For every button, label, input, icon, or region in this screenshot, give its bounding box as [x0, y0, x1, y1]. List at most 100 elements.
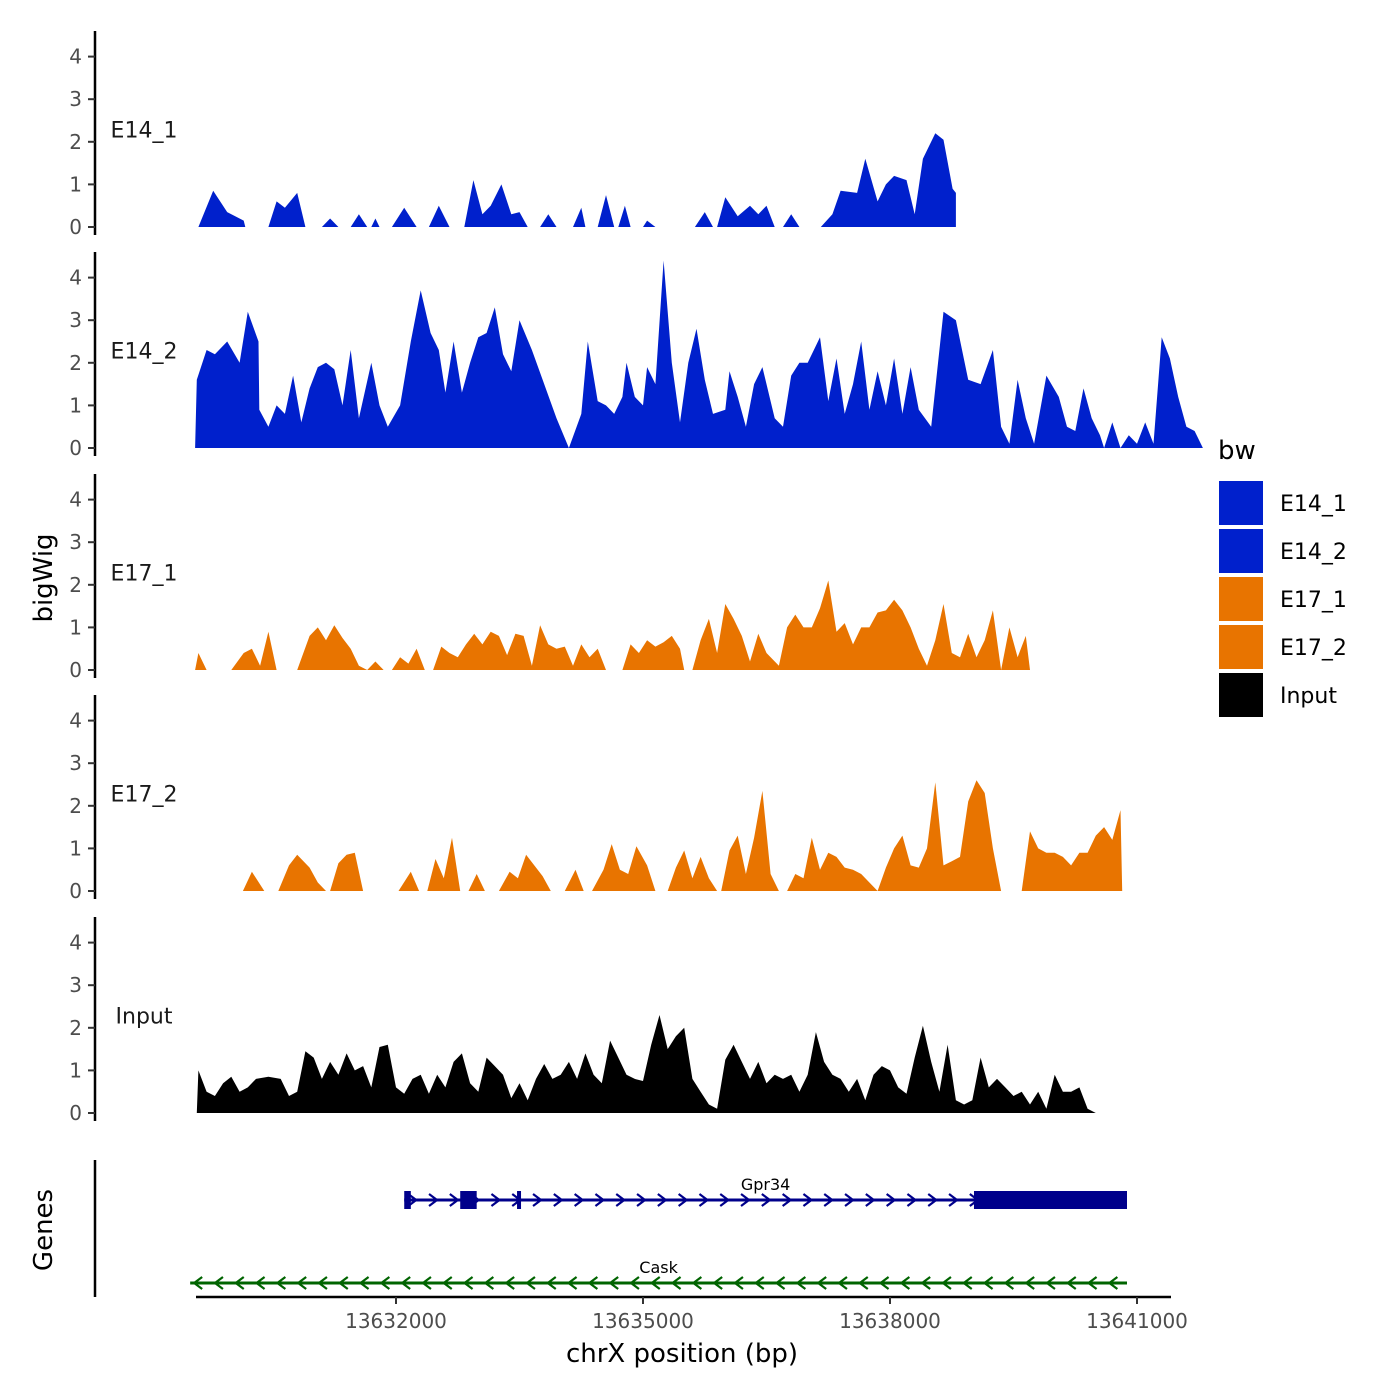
strand-arrow	[1003, 1276, 1015, 1290]
track-label: E14_1	[111, 119, 178, 144]
strand-arrow	[1024, 1276, 1035, 1290]
track-label: E17_1	[111, 562, 178, 587]
y-tick-label: 3	[69, 530, 82, 554]
gene-Gpr34: Gpr34	[404, 1175, 1127, 1209]
strand-arrow	[795, 1276, 807, 1290]
exon	[517, 1191, 522, 1209]
legend-label: E14_2	[1280, 540, 1347, 565]
coverage-area-E17_2	[242, 780, 1123, 891]
strand-arrow	[774, 1276, 786, 1290]
strand-arrow	[733, 1276, 744, 1290]
strand-arrow	[379, 1276, 391, 1290]
legend-item-E14_2: E14_2	[1217, 527, 1347, 575]
strand-arrow	[698, 1193, 710, 1207]
strand-arrow	[553, 1193, 564, 1207]
y-tick-label: 2	[69, 130, 82, 154]
y-tick-label: 2	[69, 351, 82, 375]
strand-arrow	[296, 1276, 307, 1290]
legend-item-E14_1: E14_1	[1217, 479, 1347, 527]
exon	[973, 1191, 1127, 1209]
strand-arrow	[483, 1276, 495, 1290]
strand-arrow	[837, 1276, 848, 1290]
y-tick-label: 1	[69, 172, 82, 196]
strand-arrow	[691, 1276, 703, 1290]
strand-arrow	[636, 1193, 647, 1207]
strand-arrow	[213, 1276, 224, 1290]
strand-arrow	[906, 1193, 918, 1207]
strand-arrow	[1065, 1276, 1077, 1290]
y-axis-title: bigWig	[29, 533, 59, 622]
strand-arrow	[1045, 1276, 1056, 1290]
y-tick-label: 0	[69, 879, 82, 903]
strand-arrow	[941, 1276, 952, 1290]
strand-arrow	[649, 1276, 661, 1290]
strand-arrow	[566, 1276, 578, 1290]
strand-arrow	[657, 1193, 668, 1207]
track-panels: 0 1 2 3 4 E14_1 0 1 2 3 4 E14_2 0 1 2 3 4 E17_1 0 1 2 3 4 E17_2…	[69, 31, 1203, 1125]
y-tick-label: 0	[69, 658, 82, 682]
legend-swatch	[1217, 623, 1265, 671]
strand-arrow	[1107, 1276, 1119, 1290]
strand-arrow	[573, 1193, 585, 1207]
y-tick-label: 0	[69, 215, 82, 239]
track-label: Input	[116, 1005, 173, 1030]
legend-label: E17_2	[1280, 636, 1347, 661]
strand-arrow	[781, 1193, 793, 1207]
legend-label: Input	[1280, 684, 1337, 709]
strand-arrow	[545, 1276, 557, 1290]
strand-arrow	[462, 1276, 474, 1290]
strand-arrow	[844, 1193, 855, 1207]
legend-swatch	[1217, 479, 1265, 527]
legend-label: E14_1	[1280, 492, 1347, 517]
strand-arrow	[525, 1276, 536, 1290]
legend-swatch	[1217, 527, 1265, 575]
y-tick-label: 4	[69, 45, 82, 69]
legend-item-E17_2: E17_2	[1217, 623, 1347, 671]
strand-arrow	[802, 1193, 814, 1207]
track-E14_1: 0 1 2 3 4 E14_1	[69, 31, 956, 239]
strand-arrow	[761, 1193, 772, 1207]
strand-arrow	[428, 1193, 439, 1207]
y-tick-label: 3	[69, 308, 82, 332]
strand-arrow	[740, 1193, 751, 1207]
y-tick-label: 1	[69, 1058, 82, 1082]
strand-arrow	[982, 1276, 994, 1290]
strand-arrow	[712, 1276, 723, 1290]
y-tick-label: 4	[69, 931, 82, 955]
strand-arrow	[421, 1276, 432, 1290]
strand-arrow	[670, 1276, 682, 1290]
track-Input: 0 1 2 3 4 Input	[69, 917, 1096, 1125]
y-tick-label: 4	[69, 266, 82, 290]
y-tick-label: 2	[69, 794, 82, 818]
strand-arrow	[1086, 1276, 1098, 1290]
gene-name-label: Gpr34	[741, 1175, 791, 1194]
strand-arrow	[677, 1193, 689, 1207]
x-axis: 13632000 13635000 13638000 13641000	[196, 1295, 1188, 1333]
y-tick-label: 3	[69, 973, 82, 997]
gene-Cask: Cask	[190, 1258, 1127, 1290]
y-tick-label: 0	[69, 1101, 82, 1125]
genes-panel: Gpr34 Cask 13632000 13635000 13638000 1364100…	[93, 1160, 1188, 1333]
strand-arrow	[254, 1276, 266, 1290]
strand-arrow	[629, 1276, 640, 1290]
x-tick-label: 13641000	[1086, 1309, 1188, 1333]
strand-arrow	[449, 1193, 460, 1207]
y-tick-label: 4	[69, 488, 82, 512]
strand-arrow	[441, 1276, 453, 1290]
y-tick-label: 0	[69, 436, 82, 460]
strand-arrow	[587, 1276, 599, 1290]
strand-arrow	[823, 1193, 835, 1207]
strand-arrow	[615, 1193, 627, 1207]
x-tick-label: 13632000	[345, 1309, 447, 1333]
strand-arrow	[400, 1276, 411, 1290]
strand-arrow	[407, 1193, 419, 1207]
coverage-area-E17_1	[195, 580, 1031, 670]
strand-arrow	[594, 1193, 606, 1207]
y-tick-label: 4	[69, 709, 82, 733]
legend: bw E14_1 E14_2 E17_1 E17_2 Input	[1217, 436, 1347, 719]
strand-arrow	[899, 1276, 911, 1290]
strand-arrow	[337, 1276, 349, 1290]
track-E14_2: 0 1 2 3 4 E14_2	[69, 252, 1203, 460]
y-tick-label: 2	[69, 573, 82, 597]
